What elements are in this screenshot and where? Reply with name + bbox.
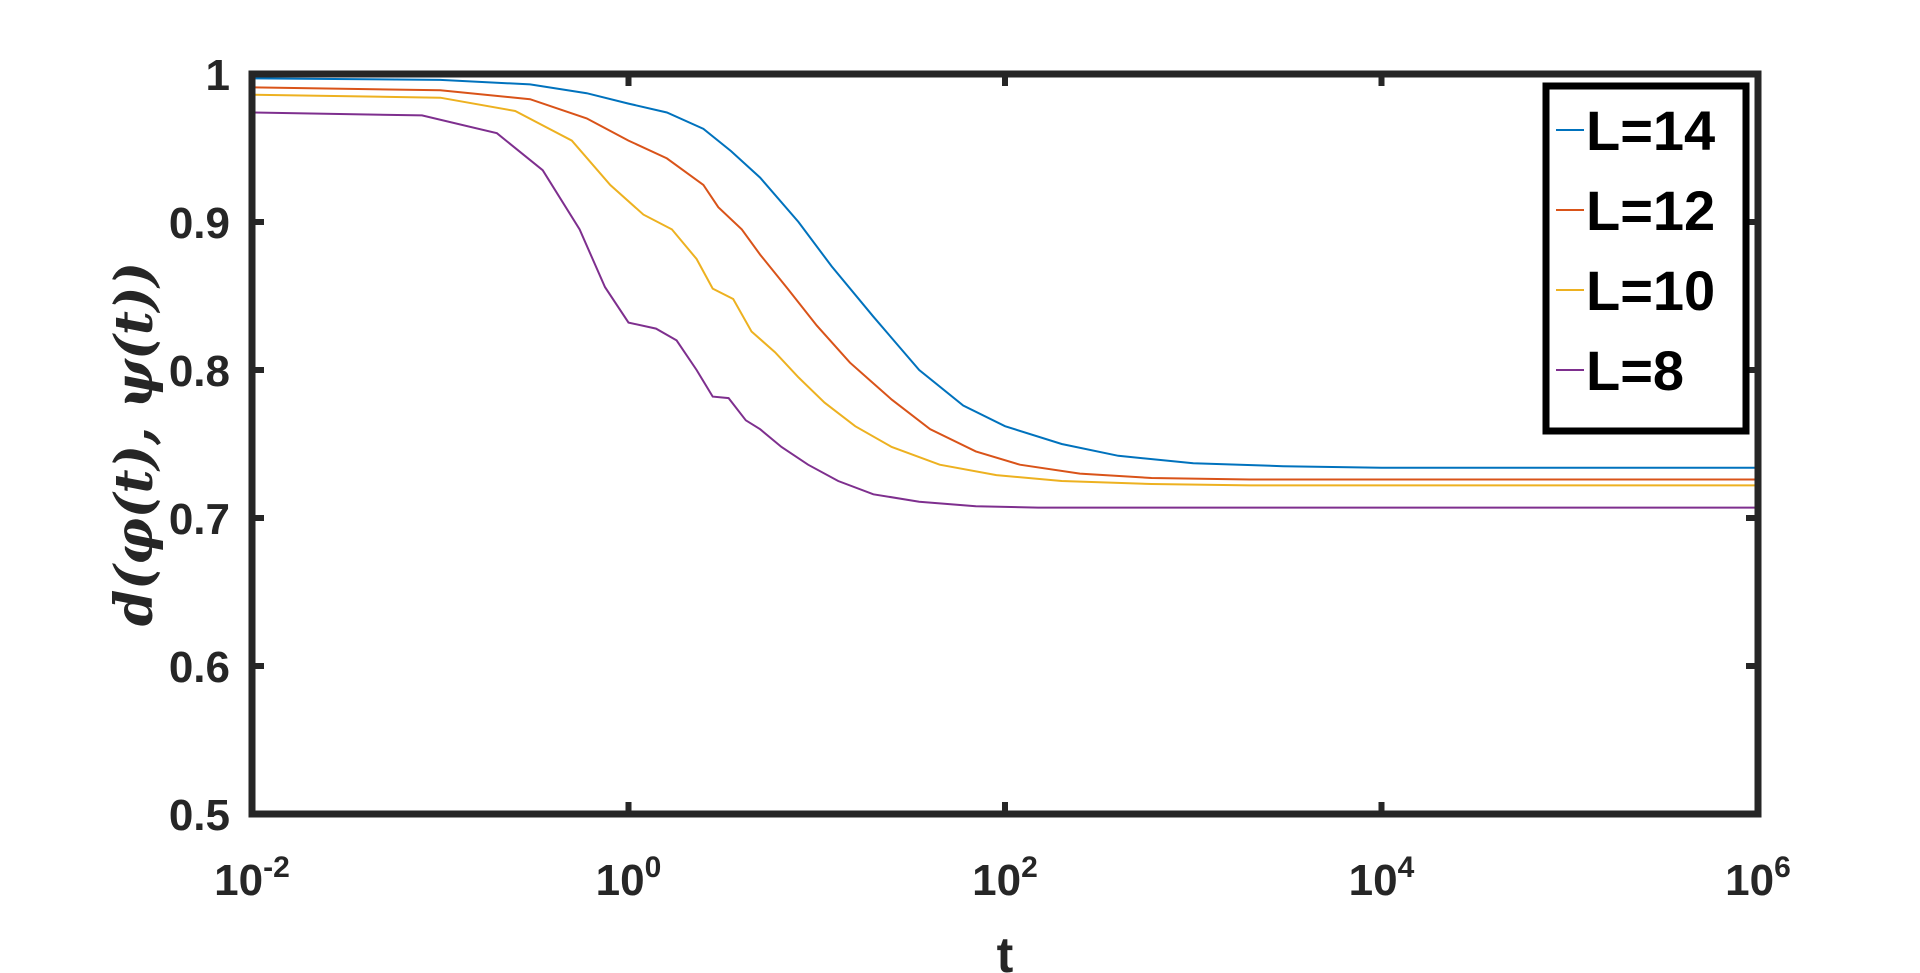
series-line-l-8 xyxy=(251,111,1758,509)
series-line-l-14 xyxy=(251,77,1758,469)
series-line-l-12 xyxy=(251,86,1758,481)
legend-label-l-12: L=12 xyxy=(1586,179,1715,242)
x-tick-label-0: 10-2 xyxy=(214,851,290,905)
x-axis-label: t xyxy=(997,927,1014,973)
series-lines xyxy=(251,77,1758,509)
x-tick-label-3: 104 xyxy=(1349,851,1415,905)
y-tick-label-4: 0.9 xyxy=(169,199,230,248)
x-tick-label-2: 102 xyxy=(972,851,1038,905)
x-tick-label-4: 106 xyxy=(1725,851,1791,905)
legend: L=14 L=12 L=10 L=8 xyxy=(1542,82,1750,435)
series-line-l-10 xyxy=(251,93,1758,487)
legend-box xyxy=(1542,82,1750,435)
x-tick-label-1: 100 xyxy=(596,851,662,905)
y-tick-label-2: 0.7 xyxy=(169,495,230,544)
y-tick-label-5: 1 xyxy=(206,51,230,100)
y-tick-label-0: 0.5 xyxy=(169,791,230,840)
y-tick-label-1: 0.6 xyxy=(169,643,230,692)
legend-label-l-10: L=10 xyxy=(1586,259,1715,322)
y-tick-label-3: 0.8 xyxy=(169,347,230,396)
legend-label-l-8: L=8 xyxy=(1586,339,1684,402)
tick-labels: 0.5 0.6 0.7 0.8 0.9 1 10-2 100 102 104 106 xyxy=(169,51,1791,905)
plot-frame xyxy=(248,70,1762,818)
y-axis-label: d(φ(t), ψ(t)) xyxy=(104,262,165,626)
legend-label-l-14: L=14 xyxy=(1586,99,1715,162)
